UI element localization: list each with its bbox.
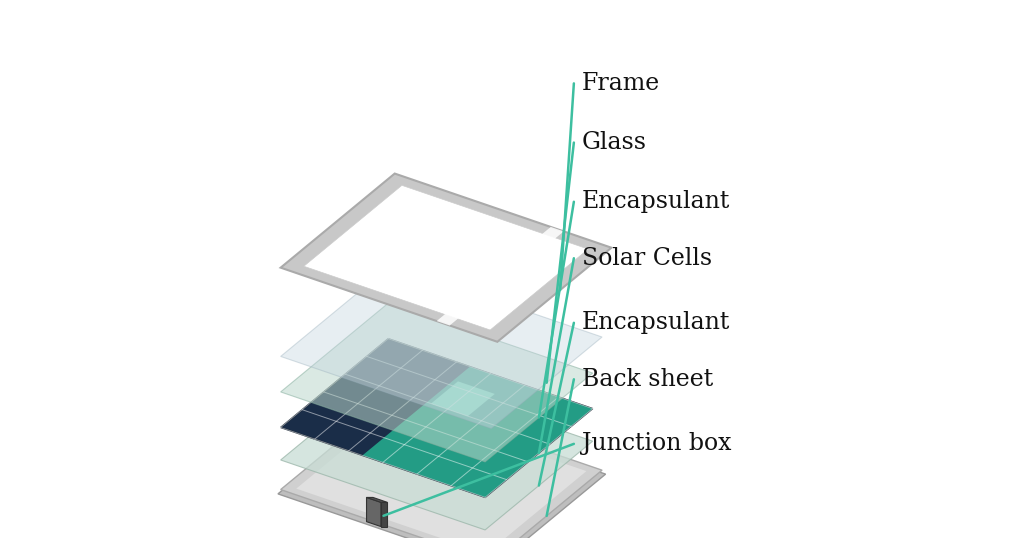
Text: Solar Cells: Solar Cells <box>582 247 712 270</box>
Polygon shape <box>281 398 602 538</box>
Text: Back sheet: Back sheet <box>582 368 713 391</box>
Polygon shape <box>431 381 495 416</box>
Text: Encapsulant: Encapsulant <box>582 312 730 334</box>
Text: Encapsulant: Encapsulant <box>582 190 730 213</box>
Polygon shape <box>281 265 602 428</box>
Text: Frame: Frame <box>582 72 660 95</box>
Polygon shape <box>367 498 387 502</box>
Polygon shape <box>278 401 605 538</box>
Polygon shape <box>281 174 611 342</box>
Polygon shape <box>281 339 593 497</box>
Polygon shape <box>362 367 593 497</box>
Polygon shape <box>296 406 587 538</box>
Polygon shape <box>381 502 387 527</box>
Polygon shape <box>281 303 593 462</box>
Text: Junction box: Junction box <box>582 433 731 455</box>
Polygon shape <box>436 227 564 325</box>
Polygon shape <box>281 371 593 530</box>
Polygon shape <box>367 498 381 527</box>
Text: Glass: Glass <box>582 131 647 154</box>
Polygon shape <box>304 185 588 330</box>
